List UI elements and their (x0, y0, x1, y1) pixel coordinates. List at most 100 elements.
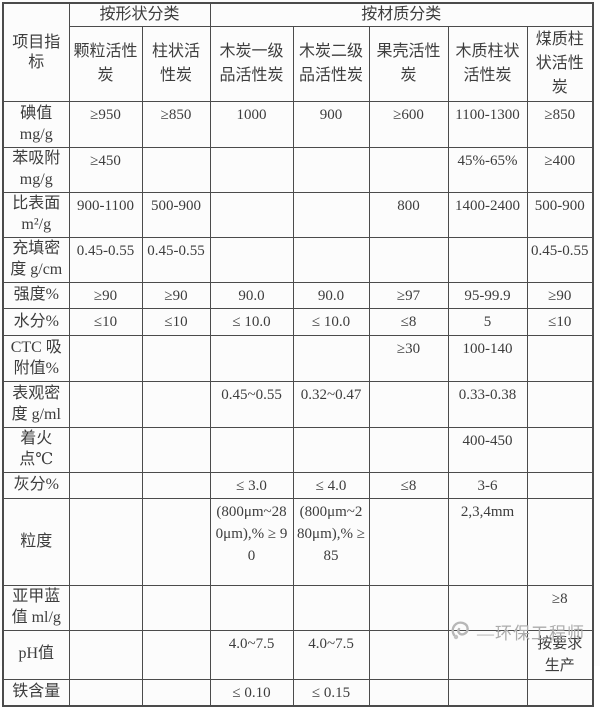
value-cell: 1100-1300 (447, 101, 528, 148)
table-row: 表观密度 g/ml 0.45~0.55 0.32~0.47 0.33-0.38 (2, 381, 594, 429)
value-cell: 2,3,4mm (447, 498, 528, 587)
value-cell (141, 630, 211, 680)
value-cell (68, 585, 143, 632)
table-row: 强度% ≥90 ≥90 90.0 90.0 ≥97 95-99.9 ≥90 (2, 281, 594, 310)
value-cell: 1000 (209, 101, 294, 148)
value-cell: 100-140 (447, 335, 528, 383)
value-cell (141, 498, 211, 587)
value-cell (68, 381, 143, 429)
value-cell: 90.0 (292, 281, 370, 310)
table-row: pH值 4.0~7.5 4.0~7.5 按要求生产 (2, 630, 594, 680)
value-cell (209, 585, 294, 632)
value-cell: ≥90 (68, 281, 143, 310)
value-cell: ≥97 (368, 281, 449, 310)
value-cell (68, 471, 143, 500)
value-cell (368, 381, 449, 429)
group-header-row: 项目指标 按形状分类 按材质分类 (2, 2, 594, 102)
value-cell: ≤ 4.0 (292, 471, 370, 500)
value-cell: ≥90 (141, 281, 211, 310)
value-cell (292, 192, 370, 238)
value-cell: ≤ 3.0 (209, 471, 294, 500)
value-cell: ≥850 (526, 101, 594, 148)
value-cell: 800 (368, 192, 449, 238)
value-cell (209, 147, 294, 193)
value-cell: 900-1100 (68, 192, 143, 238)
value-cell: ≥600 (368, 101, 449, 148)
value-cell: ≤10 (526, 308, 594, 337)
row-label: 比表面 m²/g (2, 192, 70, 238)
value-cell: 0.45~0.55 (209, 381, 294, 429)
row-label: 苯吸附 mg/g (2, 147, 70, 193)
value-cell (292, 427, 370, 473)
value-cell: 400-450 (447, 427, 528, 473)
value-cell: ≥950 (68, 101, 143, 148)
table-header: 项目指标 按形状分类 按材质分类 颗粒活性炭 柱状活性炭 木炭一级品活性炭 木炭… (2, 2, 594, 102)
value-cell (141, 147, 211, 193)
value-cell: ≤8 (368, 471, 449, 500)
table-row: 充填密度 g/cm 0.45-0.55 0.45-0.55 0.45-0.55 (2, 237, 594, 283)
row-label: 铁含量 (2, 678, 70, 707)
value-cell (368, 630, 449, 680)
value-cell: ≥90 (526, 281, 594, 310)
row-label: 碘值 mg/g (2, 101, 70, 148)
row-label: 亚甲蓝值 ml/g (2, 585, 70, 632)
value-cell: 900 (292, 101, 370, 148)
column-header-nutshell: 果壳活性炭 (368, 26, 449, 102)
value-cell (141, 471, 211, 500)
value-cell (68, 427, 143, 473)
value-cell: 0.45-0.55 (141, 237, 211, 283)
value-cell: 5 (447, 308, 528, 337)
value-cell (368, 427, 449, 473)
row-label: 水分% (2, 308, 70, 337)
value-cell: 90.0 (209, 281, 294, 310)
value-cell (447, 237, 528, 283)
value-cell: ≤10 (68, 308, 143, 337)
table-row: 苯吸附 mg/g ≥450 45%-65% ≥400 (2, 147, 594, 193)
row-label: 粒度 (2, 498, 70, 587)
value-cell: 500-900 (141, 192, 211, 238)
table-row: 比表面 m²/g 900-1100 500-900 800 1400-2400 500-9… (2, 192, 594, 238)
value-cell (368, 237, 449, 283)
value-cell: ≥400 (526, 147, 594, 193)
value-cell (526, 498, 594, 587)
column-header-row: 颗粒活性炭 柱状活性炭 木炭一级品活性炭 木炭二级品活性炭 果壳活性炭 木质柱状… (3, 26, 594, 102)
row-label: CTC 吸附值% (2, 335, 70, 383)
value-cell (526, 471, 594, 500)
row-label: 强度% (2, 281, 70, 310)
value-cell: ≤ 10.0 (292, 308, 370, 337)
table-row: 水分% ≤10 ≤10 ≤ 10.0 ≤ 10.0 ≤8 5 ≤10 (2, 308, 594, 337)
value-cell: ≤ 10.0 (209, 308, 294, 337)
value-cell (141, 678, 211, 707)
column-header-columnar: 柱状活性炭 (141, 26, 211, 102)
value-cell: (800μm~280μm),% ≥ 90 (209, 498, 294, 587)
value-cell (68, 678, 143, 707)
value-cell (526, 678, 594, 707)
corner-header-project-indicator: 项目指标 (2, 2, 70, 102)
row-label: 表观密度 g/ml (2, 381, 70, 429)
value-cell: ≤ 0.15 (292, 678, 370, 707)
value-cell: ≥8 (526, 585, 594, 632)
value-cell: 1400-2400 (447, 192, 528, 238)
value-cell: 4.0~7.5 (209, 630, 294, 680)
value-cell: ≤ 0.10 (209, 678, 294, 707)
value-cell (526, 335, 594, 383)
value-cell: 45%-65% (447, 147, 528, 193)
column-header-charcoal-grade1: 木炭一级品活性炭 (209, 26, 294, 102)
table-row: 铁含量 ≤ 0.10 ≤ 0.15 (2, 678, 594, 707)
value-cell (368, 585, 449, 632)
column-header-coal-columnar: 煤质柱状活性炭 (526, 26, 594, 102)
value-cell (292, 237, 370, 283)
value-cell: 3-6 (447, 471, 528, 500)
row-label: pH值 (2, 630, 70, 680)
value-cell: 0.32~0.47 (292, 381, 370, 429)
value-cell (209, 192, 294, 238)
value-cell: 500-900 (526, 192, 594, 238)
group-header-material: 按材质分类 (209, 2, 594, 27)
column-header-granular: 颗粒活性炭 (68, 26, 143, 102)
value-cell: ≥850 (141, 101, 211, 148)
value-cell (447, 678, 528, 707)
value-cell (447, 585, 528, 632)
value-cell: 按要求生产 (526, 630, 594, 680)
row-label: 充填密度 g/cm (2, 237, 70, 283)
